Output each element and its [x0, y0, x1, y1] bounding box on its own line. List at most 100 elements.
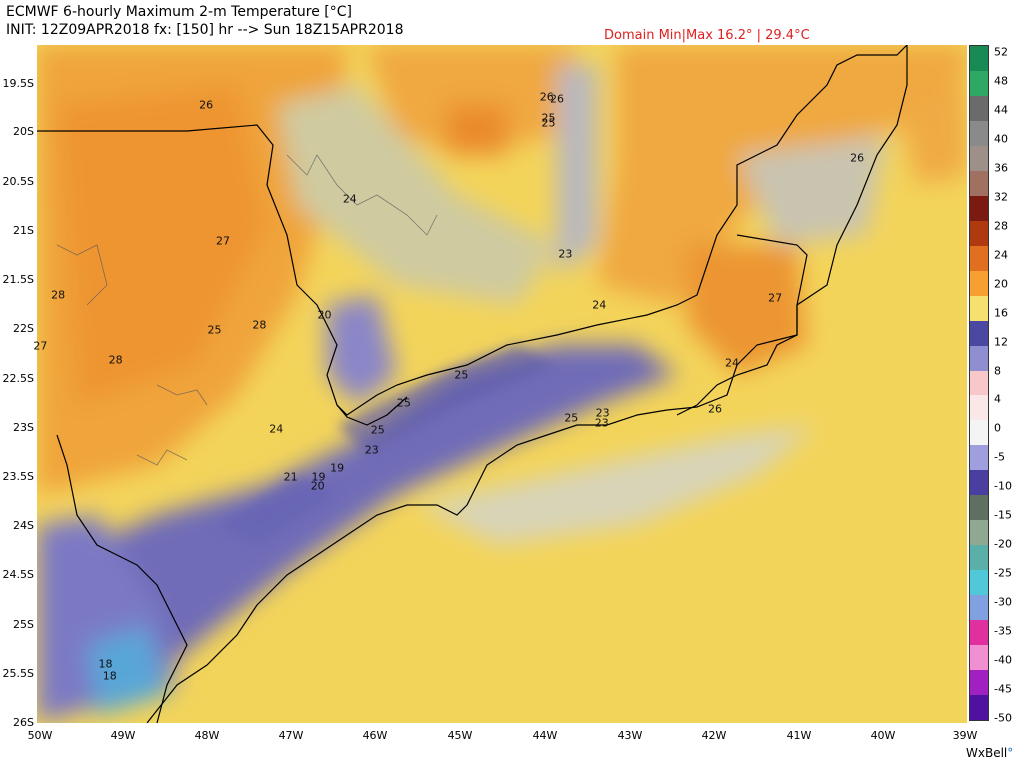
lat-label: 20S	[13, 125, 34, 138]
lon-label: 39W	[952, 729, 978, 742]
contour-label: 23	[558, 247, 573, 261]
temperature-map	[37, 45, 967, 723]
forecast-time: INIT: 12Z09APR2018 fx: [150] hr --> Sun …	[6, 22, 404, 38]
colorbar-segment	[970, 495, 988, 521]
colorbar-tick: 32	[994, 190, 1008, 204]
colorbar-tick: -40	[994, 653, 1012, 667]
lat-label: 25S	[13, 618, 34, 631]
colorbar-tick: 12	[994, 335, 1008, 349]
lon-label: 47W	[278, 729, 304, 742]
contour-label: 26	[549, 92, 564, 106]
colorbar-tick: -30	[994, 595, 1012, 609]
colorbar-tick: 0	[994, 421, 1001, 435]
contour-label: 21	[283, 470, 298, 484]
contour-label: 27	[216, 234, 230, 248]
colorbar-tick: 8	[994, 364, 1001, 378]
lat-label: 23.5S	[2, 470, 34, 483]
lon-label: 45W	[447, 729, 473, 742]
contour-label: 27	[33, 339, 48, 353]
colorbar-segment	[970, 195, 988, 222]
lat-label: 21.5S	[2, 273, 34, 286]
lat-label: 22.5S	[2, 372, 34, 385]
colorbar-segment	[970, 545, 988, 571]
colorbar-tick: 44	[994, 103, 1008, 117]
lon-label: 48W	[194, 729, 220, 742]
contour-label: 20	[317, 308, 332, 322]
lon-label: 49W	[110, 729, 136, 742]
colorbar-segment	[970, 595, 988, 621]
colorbar-tick: 28	[994, 219, 1008, 233]
contour-label: 23	[594, 416, 609, 430]
contour-label: 28	[252, 318, 267, 332]
contour-label: 23	[364, 443, 379, 457]
colorbar-tick: 4	[994, 392, 1001, 406]
lat-label: 23S	[13, 421, 34, 434]
colorbar-segment	[970, 420, 988, 446]
colorbar-tick: -50	[994, 711, 1012, 725]
colorbar-tick: -10	[994, 479, 1012, 493]
colorbar-segment	[970, 70, 988, 97]
lon-label: 41W	[786, 729, 812, 742]
colorbar-segment	[970, 220, 988, 247]
colorbar-segment	[970, 520, 988, 546]
colorbar-tick: 48	[994, 74, 1008, 88]
contour-label: 28	[51, 288, 66, 302]
colorbar-tick: -25	[994, 566, 1012, 580]
contour-label: 25	[370, 423, 385, 437]
temperature-colorbar	[969, 45, 989, 721]
colorbar-segment	[970, 245, 988, 272]
lon-label: 46W	[362, 729, 388, 742]
lat-label: 26S	[13, 716, 34, 729]
contour-label: 19	[330, 461, 345, 475]
contour-label: 19	[311, 470, 326, 484]
colorbar-segment	[970, 670, 988, 696]
colorbar-segment	[970, 295, 988, 322]
contour-label: 27	[768, 291, 783, 305]
colorbar-segment	[970, 170, 988, 197]
lat-label: 21S	[13, 224, 34, 237]
colorbar-tick: 40	[994, 132, 1008, 146]
contour-label: 25	[207, 323, 222, 337]
contour-label: 24	[724, 356, 739, 370]
lat-label: 22S	[13, 322, 34, 335]
contour-label: 28	[108, 353, 123, 367]
contour-label: 18	[102, 669, 117, 683]
colorbar-segment	[970, 620, 988, 646]
contour-label: 24	[342, 192, 357, 206]
contour-label: 26	[850, 151, 865, 165]
contour-label: 26	[199, 98, 214, 112]
contour-label: 25	[396, 396, 411, 410]
domain-minmax: Domain Min|Max 16.2° | 29.4°C	[604, 28, 810, 43]
lat-label: 25.5S	[2, 667, 34, 680]
colorbar-tick: 52	[994, 45, 1008, 59]
contour-label: 25	[454, 368, 469, 382]
map-title: ECMWF 6-hourly Maximum 2-m Temperature […	[6, 4, 353, 20]
colorbar-tick: -5	[994, 450, 1005, 464]
colorbar-tick: 24	[994, 248, 1008, 262]
contour-label: 25	[541, 116, 556, 130]
contour-label: 23	[595, 406, 610, 420]
contour-label: 20	[310, 479, 325, 493]
colorbar-tick: -15	[994, 508, 1012, 522]
lat-label: 19.5S	[2, 77, 34, 90]
lat-label: 24S	[13, 519, 34, 532]
contour-label: 25	[564, 411, 579, 425]
colorbar-segment	[970, 46, 988, 72]
contour-label: 18	[98, 657, 113, 671]
colorbar-segment	[970, 570, 988, 596]
colorbar-tick: 16	[994, 306, 1008, 320]
colorbar-tick: -45	[994, 682, 1012, 696]
colorbar-segment	[970, 445, 988, 471]
contour-label: 24	[592, 298, 607, 312]
colorbar-tick: -35	[994, 624, 1012, 638]
colorbar-segment	[970, 120, 988, 147]
colorbar-segment	[970, 95, 988, 122]
contour-label: 26	[539, 90, 554, 104]
wxbell-credit: WxBell°	[966, 746, 1014, 760]
colorbar-tick: -20	[994, 537, 1012, 551]
contour-label: 25	[541, 111, 556, 125]
lat-label: 20.5S	[2, 175, 34, 188]
colorbar-tick: 36	[994, 161, 1008, 175]
colorbar-segment	[970, 470, 988, 496]
lon-label: 44W	[532, 729, 558, 742]
